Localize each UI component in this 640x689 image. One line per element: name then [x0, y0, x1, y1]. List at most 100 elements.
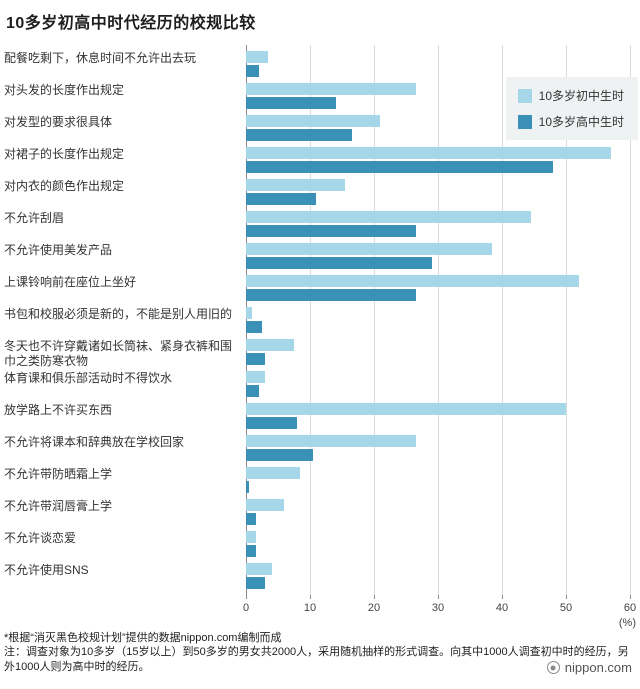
chart-row: 不允许将课本和辞典放在学校回家: [0, 435, 640, 467]
chart-row: 不允许谈恋爱: [0, 531, 640, 563]
bar-group: [246, 147, 611, 173]
bar-group: [246, 243, 493, 269]
legend-item: 10多岁高中生时: [517, 113, 624, 130]
bar-junior-high-school: [246, 467, 301, 479]
bar-junior-high-school: [246, 83, 416, 95]
chart-row: 不允许使用美发产品: [0, 243, 640, 275]
bar-group: [246, 339, 294, 365]
bar-junior-high-school: [246, 147, 611, 159]
axis-tick: [438, 595, 439, 599]
chart-row: 放学路上不许买东西: [0, 403, 640, 435]
axis-tick: [502, 595, 503, 599]
axis-tick: [374, 595, 375, 599]
category-label: 不允许将课本和辞典放在学校回家: [4, 435, 185, 449]
grid-lines: 0 10 20 30 40 50 60: [243, 45, 636, 614]
bar-group: [246, 467, 301, 493]
bar-senior-high-school: [246, 65, 259, 77]
bar-senior-high-school: [246, 289, 416, 301]
grid-line: [566, 45, 567, 595]
bar-junior-high-school: [246, 531, 256, 543]
legend-item: 10多岁初中生时: [517, 87, 624, 104]
y-axis-line: [246, 45, 247, 595]
legend-swatch: [517, 114, 532, 129]
category-label: 对内衣的颜色作出规定: [4, 179, 125, 193]
category-label: 不允许使用美发产品: [4, 243, 113, 257]
chart-title: 10多岁初高中时代经历的校规比较: [6, 15, 256, 32]
bar-group: [246, 83, 416, 109]
axis-tick: [310, 595, 311, 599]
bar-junior-high-school: [246, 179, 346, 191]
chart-row: 书包和校服必须是新的，不能是别人用旧的: [0, 307, 640, 339]
grid-line: [438, 45, 439, 595]
bar-group: [246, 531, 256, 557]
bar-senior-high-school: [246, 545, 256, 557]
bar-senior-high-school: [246, 449, 314, 461]
bar-senior-high-school: [246, 321, 262, 333]
category-label: 体育课和俱乐部活动时不得饮水: [4, 371, 173, 385]
bar-senior-high-school: [246, 129, 352, 141]
legend-label: 10多岁初中生时: [538, 89, 624, 103]
source-note: *根据“消灭黑色校规计划”提供的数据nippon.com编制而成: [4, 632, 282, 644]
bar-senior-high-school: [246, 417, 298, 429]
category-label: 对裙子的长度作出规定: [4, 147, 125, 161]
bar-junior-high-school: [246, 563, 272, 575]
category-label: 放学路上不许买东西: [4, 403, 113, 417]
bar-group: [246, 51, 269, 77]
chart-row: 冬天也不许穿戴诸如长筒袜、紧身衣裤和围巾之类防寒衣物: [0, 339, 640, 371]
bar-senior-high-school: [246, 353, 266, 365]
bar-junior-high-school: [246, 211, 531, 223]
bar-junior-high-school: [246, 371, 266, 383]
bar-junior-high-school: [246, 499, 285, 511]
bar-senior-high-school: [246, 97, 336, 109]
grid-line: [374, 45, 375, 595]
x-tick-label: 20: [367, 602, 381, 614]
axis-tick: [630, 595, 631, 599]
category-label: 上课铃响前在座位上坐好: [4, 275, 137, 289]
bar-group: [246, 179, 346, 205]
bar-junior-high-school: [246, 339, 294, 351]
bar-junior-high-school: [246, 435, 416, 447]
nippon-logo-text: nippon.com: [564, 660, 632, 675]
x-tick-label: 10: [303, 602, 317, 614]
category-label: 不允许带防晒霜上学: [4, 467, 113, 481]
bar-junior-high-school: [246, 115, 381, 127]
chart-row: 不允许带防晒霜上学: [0, 467, 640, 499]
grid-line: [502, 45, 503, 595]
category-label: 不允许使用SNS: [4, 563, 89, 577]
x-tick-label: 40: [495, 602, 509, 614]
category-label: 冬天也不许穿戴诸如长筒袜、紧身衣裤和围巾之类防寒衣物: [4, 339, 233, 368]
category-label: 不允许带润唇膏上学: [4, 499, 113, 513]
x-tick-label: 50: [559, 602, 573, 614]
bar-group: [246, 307, 262, 333]
bar-senior-high-school: [246, 513, 256, 525]
bar-senior-high-school: [246, 257, 432, 269]
category-label: 对发型的要求很具体: [4, 115, 113, 129]
bar-senior-high-school: [246, 577, 266, 589]
x-tick-label: 30: [431, 602, 445, 614]
chart-row: 上课铃响前在座位上坐好: [0, 275, 640, 307]
category-label: 对头发的长度作出规定: [4, 83, 125, 97]
axis-tick: [246, 595, 247, 599]
nippon-circle-icon: [546, 661, 560, 674]
x-tick-label: 0: [242, 602, 250, 614]
bar-junior-high-school: [246, 275, 579, 287]
bar-junior-high-school: [246, 51, 269, 63]
chart-row: 体育课和俱乐部活动时不得饮水: [0, 371, 640, 403]
bar-group: [246, 115, 381, 141]
chart-row: 不允许使用SNS: [0, 563, 640, 595]
bar-senior-high-school: [246, 225, 416, 237]
bar-senior-high-school: [246, 481, 250, 493]
bar-group: [246, 435, 416, 461]
category-label: 不允许谈恋爱: [4, 531, 77, 545]
chart-rows: 配餐吃剩下，休息时间不允许出去玩 对头发的长度作出规定 对发型的要求很具体 对裙子的长…: [0, 45, 640, 595]
bar-group: [246, 563, 272, 589]
grid-line: [310, 45, 311, 595]
bar-junior-high-school: [246, 307, 253, 319]
category-label: 书包和校服必须是新的，不能是别人用旧的: [4, 307, 233, 321]
bar-group: [246, 403, 566, 429]
bar-senior-high-school: [246, 193, 317, 205]
bar-group: [246, 499, 285, 525]
chart-row: 对发型的要求很具体: [0, 115, 640, 147]
chart-row: 配餐吃剩下，休息时间不允许出去玩: [0, 51, 640, 83]
